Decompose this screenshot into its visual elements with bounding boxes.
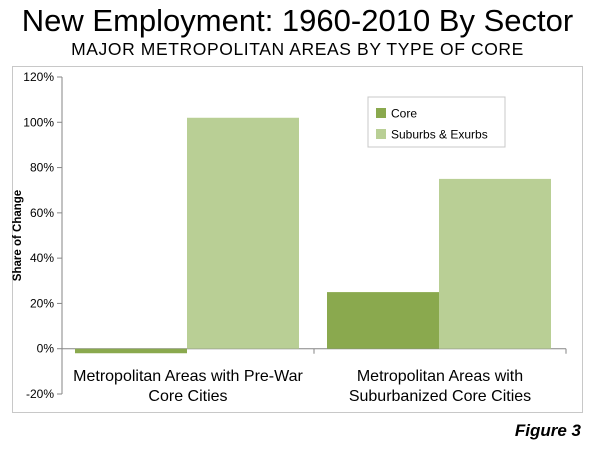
y-tick-label: -20%: [26, 387, 54, 401]
legend-swatch: [376, 129, 386, 139]
chart-title: New Employment: 1960-2010 By Sector: [21, 3, 574, 38]
y-tick-label: 100%: [23, 115, 54, 129]
y-tick-label: 20%: [30, 296, 54, 310]
figure-label: Figure 3: [514, 421, 581, 440]
chart-subtitle: MAJOR METROPOLITAN AREAS BY TYPE OF CORE: [71, 39, 524, 59]
y-tick-label: 40%: [30, 251, 54, 265]
x-category-label: Core Cities: [148, 388, 227, 405]
legend-box: [367, 96, 506, 148]
y-axis-title: Share of Change: [12, 190, 24, 281]
bar-suburbs-exurbs: [439, 178, 551, 349]
x-category-label: Suburbanized Core Cities: [349, 388, 531, 405]
y-tick-label: 120%: [23, 70, 54, 84]
bar-core: [75, 348, 187, 354]
legend-swatch: [376, 108, 386, 118]
y-tick-label: 80%: [30, 161, 54, 175]
x-category-label: Metropolitan Areas with: [357, 368, 523, 385]
bar-core: [327, 292, 439, 349]
x-category-label: Metropolitan Areas with Pre-War: [73, 368, 303, 385]
y-tick-label: 60%: [30, 206, 54, 220]
legend-label: Core: [391, 107, 417, 121]
legend: Core Suburbs & Exurbs: [367, 96, 506, 148]
chart-frame: [12, 66, 583, 413]
bar-suburbs-exurbs: [187, 117, 299, 349]
y-tick-label: 0%: [37, 342, 55, 356]
legend-label: Suburbs & Exurbs: [391, 128, 488, 142]
